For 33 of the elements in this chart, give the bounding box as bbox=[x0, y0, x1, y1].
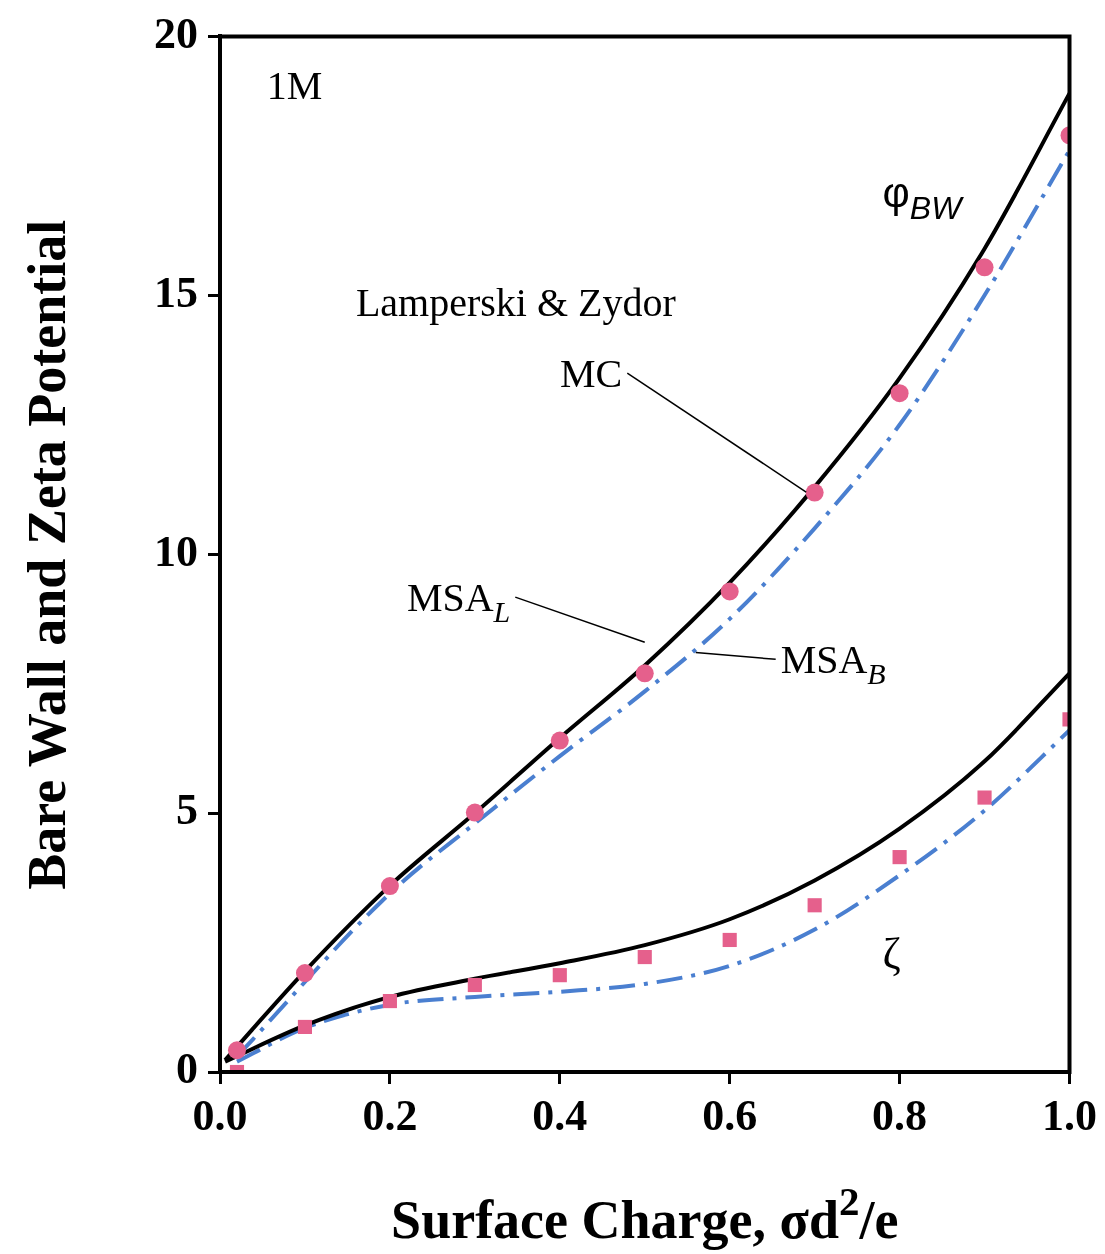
x-tick-label: 0.8 bbox=[872, 1090, 928, 1140]
annotation: ζ bbox=[882, 929, 901, 979]
point bbox=[975, 258, 994, 277]
y-tick-label: 20 bbox=[154, 8, 198, 58]
point bbox=[805, 483, 824, 502]
y-axis-title: Bare Wall and Zeta Potential bbox=[17, 219, 77, 890]
point bbox=[552, 968, 567, 983]
point bbox=[297, 1019, 313, 1035]
x-tick-label: 0.6 bbox=[702, 1090, 758, 1140]
point bbox=[807, 898, 822, 913]
point bbox=[295, 964, 314, 983]
point bbox=[550, 731, 569, 750]
point bbox=[720, 582, 739, 601]
x-tick-label: 0.4 bbox=[532, 1090, 588, 1140]
point bbox=[382, 993, 397, 1009]
y-tick-label: 15 bbox=[154, 267, 198, 317]
point bbox=[635, 664, 654, 683]
point bbox=[977, 790, 992, 805]
annotation: Lamperski & Zydor bbox=[355, 280, 676, 326]
point bbox=[637, 949, 652, 965]
point bbox=[465, 803, 484, 822]
annotation: MC bbox=[560, 351, 623, 397]
x-tick-label: 1.0 bbox=[1042, 1090, 1097, 1140]
point bbox=[892, 850, 907, 865]
point bbox=[227, 1041, 246, 1060]
x-tick-label: 0.2 bbox=[362, 1090, 418, 1140]
point bbox=[890, 384, 909, 403]
y-tick-label: 10 bbox=[154, 526, 198, 576]
point bbox=[722, 932, 737, 948]
y-tick-label: 5 bbox=[176, 785, 198, 835]
point bbox=[467, 977, 482, 993]
annotation: 1M bbox=[266, 62, 323, 108]
point bbox=[380, 877, 399, 896]
